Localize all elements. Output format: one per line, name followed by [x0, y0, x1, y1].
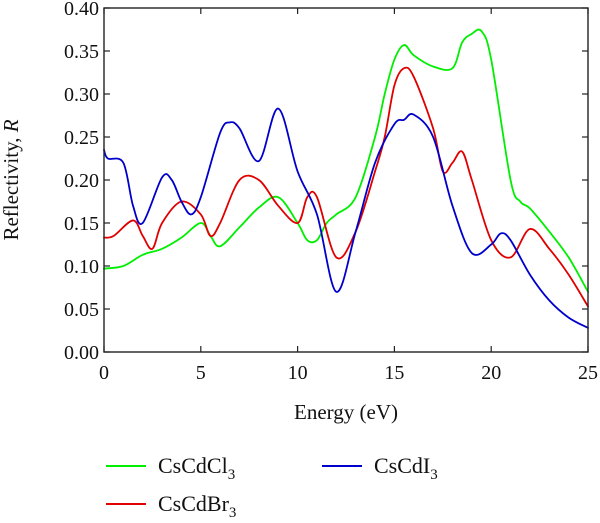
x-axis-title: Energy (eV): [294, 400, 398, 424]
axis-ticks: [103, 7, 589, 353]
tick-labels: 0 5 10 15 20 25 0.00 0.05 0.10 0.15 0.20 0.25 0.30 0.…: [64, 0, 598, 384]
legend-label: CsCdI3: [374, 453, 438, 483]
x-tick-label: 5: [196, 362, 206, 384]
y-tick-label: 0.15: [64, 213, 99, 235]
y-axis-title-text: Reflectivity,: [0, 132, 23, 240]
series-line-2: [103, 66, 589, 308]
x-tick-label: 25: [578, 362, 598, 384]
y-tick-label: 0.25: [64, 127, 99, 149]
x-tick-label: 15: [384, 362, 404, 384]
y-tick-label: 0.10: [64, 256, 99, 278]
series-line-3: [103, 107, 589, 329]
y-tick-label: 0.30: [64, 84, 99, 106]
y-axis-title: Reflectivity, R: [0, 119, 23, 240]
y-tick-label: 0.35: [64, 41, 99, 63]
x-tick-label: 0: [99, 362, 109, 384]
y-tick-label: 0.20: [64, 170, 99, 192]
y-tick-label: 0.40: [64, 0, 99, 20]
legend-label: CsCdCl3: [158, 453, 235, 483]
y-tick-label: 0.00: [64, 342, 99, 364]
x-tick-label: 10: [288, 362, 308, 384]
legend-label: CsCdBr3: [158, 491, 236, 521]
plot-lines: [103, 28, 589, 329]
y-axis-title-variable: R: [0, 119, 23, 133]
y-tick-label: 0.05: [64, 299, 99, 321]
x-tick-label: 20: [481, 362, 501, 384]
legend: CsCdCl3 CsCdBr3 CsCdI3: [106, 453, 438, 521]
plot-frame: [103, 7, 589, 353]
